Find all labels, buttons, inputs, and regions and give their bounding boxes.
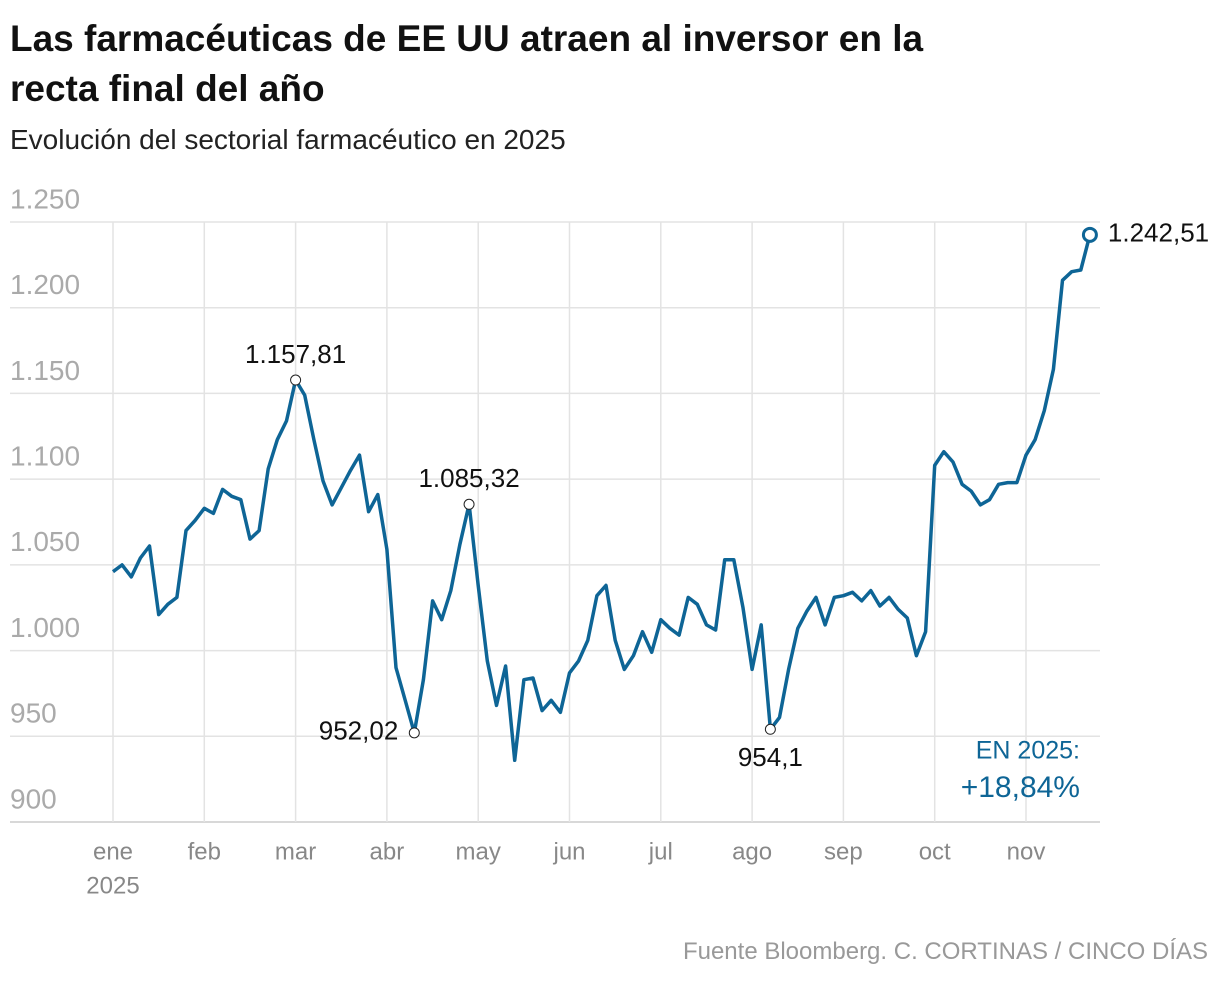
annotation-value: +18,84%: [961, 771, 1080, 804]
chart-subtitle: Evolución del sectorial farmacéutico en …: [10, 124, 566, 155]
chart-title: Las farmacéuticas de EE UU atraen al inv…: [10, 18, 924, 109]
x-tick-label: sep: [824, 838, 863, 865]
x-tick-label: jul: [648, 838, 673, 865]
y-tick-label: 1.200: [10, 269, 80, 300]
x-tick-label: mar: [275, 838, 316, 865]
x-tick-label: ago: [732, 838, 772, 865]
y-tick-label: 1.100: [10, 441, 80, 472]
value-label: 952,02: [319, 716, 399, 746]
point-marker: [764, 723, 776, 735]
x-tick-label: jun: [552, 838, 585, 865]
value-label: 1.157,81: [245, 339, 346, 369]
point-marker: [408, 727, 420, 739]
x-tick-label: ene: [93, 838, 133, 865]
point-marker: [1081, 226, 1098, 243]
point-marker: [463, 498, 475, 510]
value-label: 954,1: [738, 742, 803, 772]
x-tick-label: nov: [1007, 838, 1046, 865]
annotation-label: EN 2025:: [976, 737, 1080, 765]
y-tick-label: 1.000: [10, 612, 80, 643]
y-tick-label: 900: [10, 783, 57, 814]
x-tick-label: abr: [370, 838, 405, 865]
y-tick-label: 1.150: [10, 355, 80, 386]
point-marker: [290, 374, 302, 386]
x-tick-label: may: [456, 838, 501, 865]
y-tick-label: 1.250: [10, 183, 80, 214]
line: [111, 234, 1092, 763]
y-tick-label: 1.050: [10, 526, 80, 557]
x-year-label: 2025: [86, 872, 139, 899]
source: Fuente Bloomberg. C. CORTINAS / CINCO DÍ…: [682, 938, 1208, 965]
x-tick-label: feb: [188, 838, 221, 865]
y-tick-label: 950: [10, 698, 57, 729]
value-label: 1.085,32: [418, 463, 519, 493]
x-tick-label: oct: [919, 838, 951, 865]
value-label: 1.242,51: [1108, 218, 1209, 248]
